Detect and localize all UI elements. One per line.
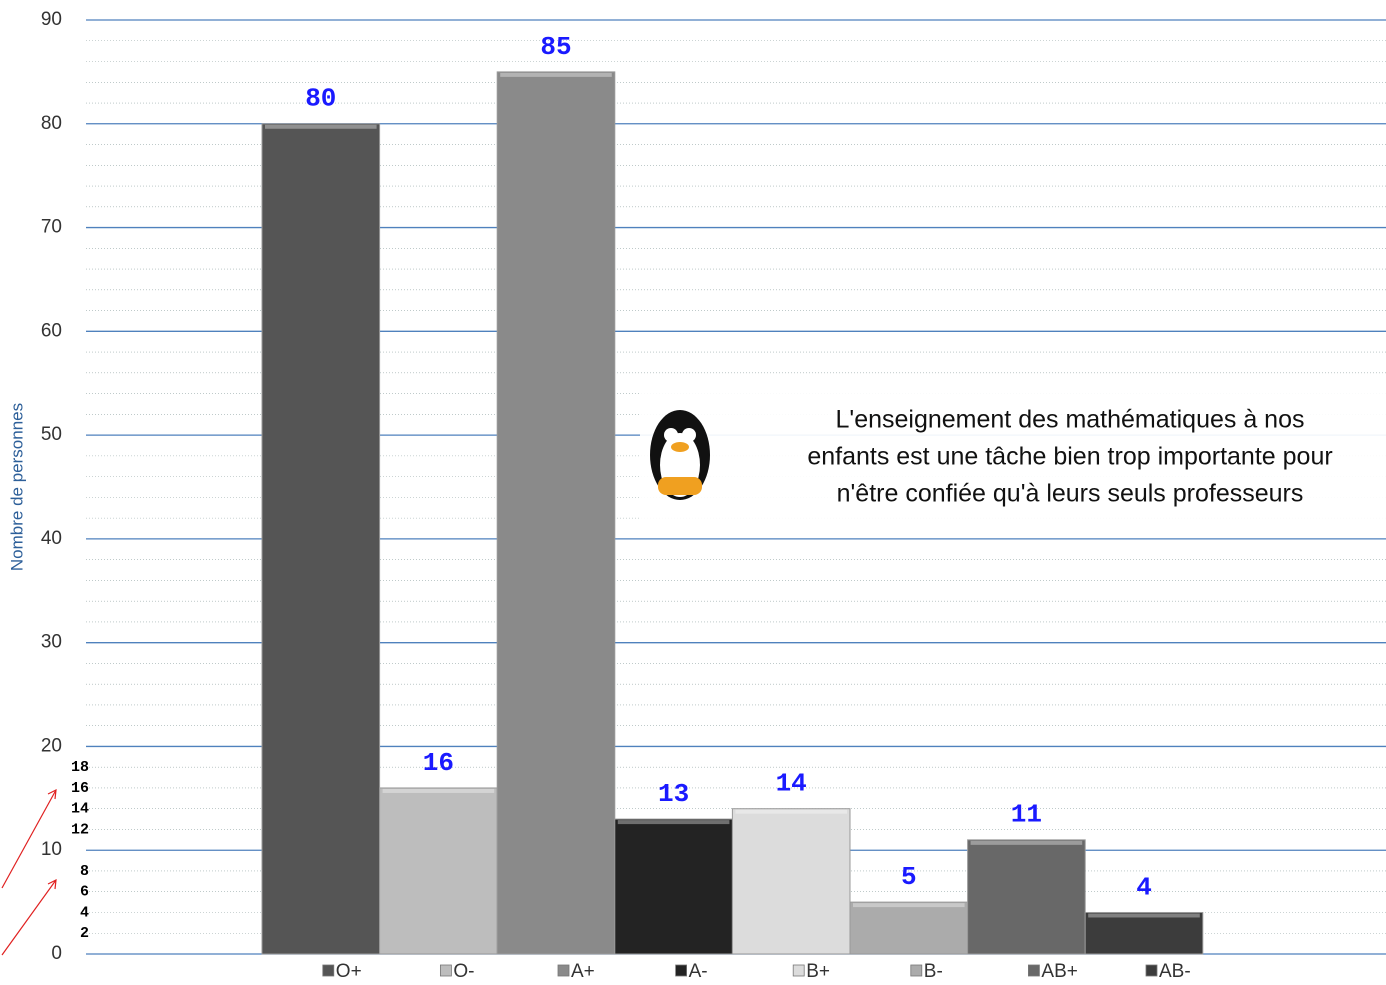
y-axis-title: Nombre de personnes [7, 403, 26, 571]
legend-label: AB- [1159, 961, 1191, 980]
penguin-beak [671, 442, 689, 452]
bar-highlight [618, 820, 730, 824]
watermark-text: L'enseignement des mathématiques à nos [836, 406, 1305, 434]
legend-swatch [440, 965, 451, 976]
y-tick-label: 10 [41, 839, 62, 860]
y-tick-label: 90 [41, 9, 62, 30]
chart: 0 10 20 30 40 50 60 70 80 90 2 4 6 8 12 14 16 18 Nombre de… [0, 0, 1386, 980]
bar-highlight [853, 903, 965, 907]
y-tick-label: 60 [41, 320, 62, 341]
penguin-logo [650, 410, 710, 500]
bar-highlight [735, 810, 847, 814]
value-label: 16 [423, 748, 454, 778]
bar [732, 809, 850, 954]
y-tick-label: 50 [41, 424, 62, 445]
bar [850, 902, 968, 954]
minor-tick-label: 2 [80, 925, 89, 942]
minor-tick-label: 8 [80, 863, 89, 880]
bar-highlight [383, 789, 495, 793]
value-label: 80 [305, 84, 336, 114]
penguin-eye [664, 428, 678, 442]
y-tick-label: 0 [51, 943, 62, 964]
legend-label: O+ [336, 961, 362, 980]
minor-tick-label: 16 [71, 780, 89, 797]
value-label: 4 [1136, 872, 1152, 902]
bar-highlight [971, 841, 1083, 845]
legend-label: A+ [571, 961, 595, 980]
bar [615, 819, 733, 954]
minor-tick-label: 12 [71, 821, 89, 838]
bar [1085, 912, 1203, 954]
legend-swatch [793, 965, 804, 976]
watermark: L'enseignement des mathématiques à nos en… [640, 393, 1386, 521]
minor-tick-label: 6 [80, 884, 89, 901]
bar [380, 788, 498, 954]
bar [497, 72, 615, 954]
minor-tick-label: 18 [71, 759, 89, 776]
watermark-text: n'être confiée qu'à leurs seuls professe… [837, 480, 1304, 508]
penguin-feet [658, 477, 702, 495]
y-tick-label: 80 [41, 113, 62, 134]
value-label: 11 [1011, 800, 1042, 830]
minor-tick-label: 14 [71, 801, 89, 818]
watermark-text: enfants est une tâche bien trop importan… [807, 443, 1332, 471]
bar-highlight [1088, 913, 1200, 917]
legend-swatch [911, 965, 922, 976]
legend-swatch [676, 965, 687, 976]
value-label: 85 [540, 32, 571, 62]
bar-highlight [265, 125, 377, 129]
bar [262, 124, 380, 954]
bar [968, 840, 1086, 954]
legend-label: A- [689, 961, 708, 980]
legend-label: O- [453, 961, 474, 980]
y-tick-label: 70 [41, 217, 62, 238]
legend-swatch [1028, 965, 1039, 976]
minor-tick-label: 4 [80, 904, 89, 921]
legend-swatch [1146, 965, 1157, 976]
annotation-arrows [2, 790, 56, 955]
legend-swatch [323, 965, 334, 976]
legend-swatch [558, 965, 569, 976]
penguin-eye [682, 428, 696, 442]
value-label: 5 [901, 862, 917, 892]
value-label: 13 [658, 779, 689, 809]
bar-highlight [500, 73, 612, 77]
legend-label: AB+ [1041, 961, 1077, 980]
legend-label: B- [924, 961, 943, 980]
value-label: 14 [776, 769, 807, 799]
y-tick-label: 20 [41, 735, 62, 756]
y-tick-label: 40 [41, 528, 62, 549]
y-tick-label: 30 [41, 632, 62, 653]
legend-label: B+ [806, 961, 830, 980]
